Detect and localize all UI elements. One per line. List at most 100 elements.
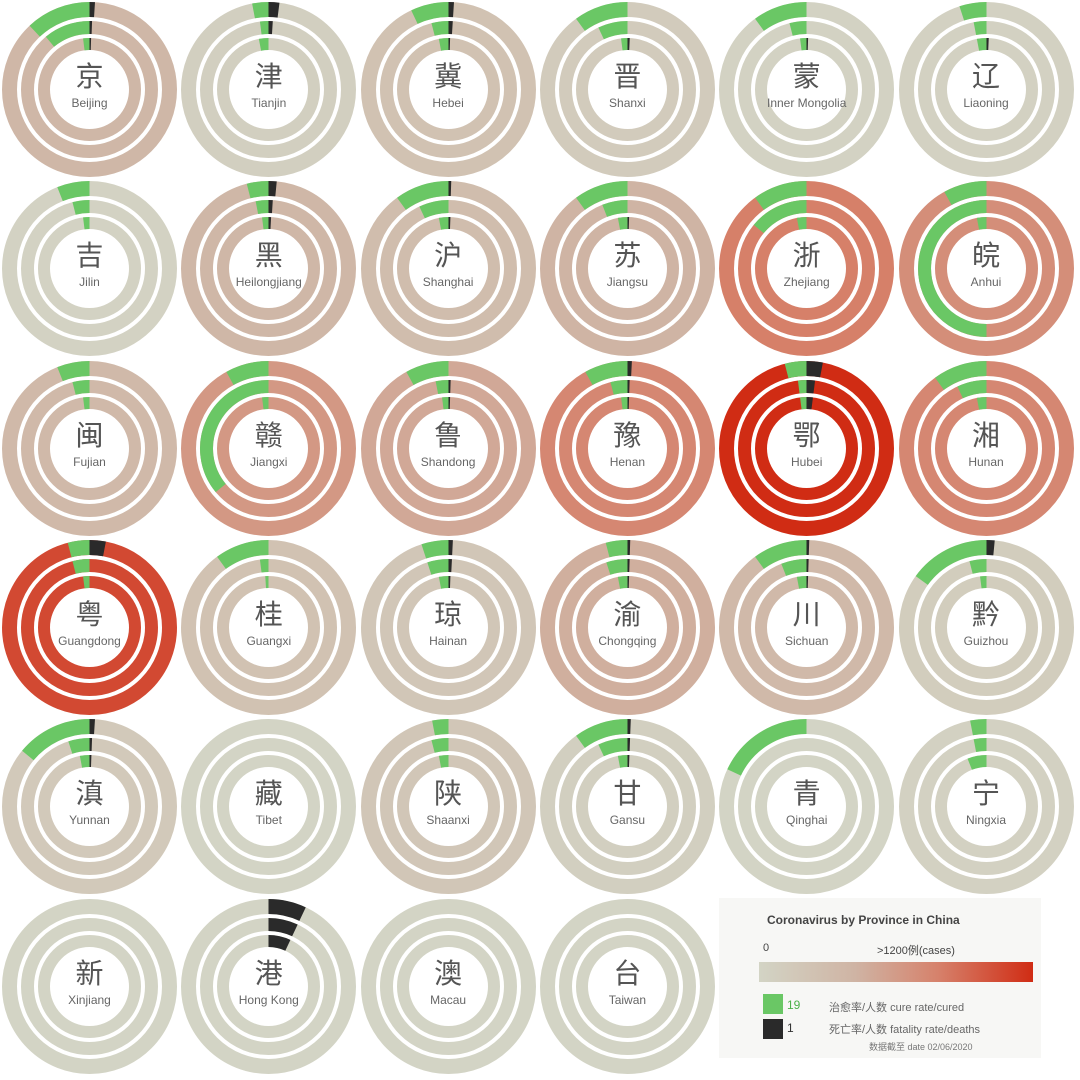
- province-chinese-label: 新: [75, 956, 104, 990]
- province-english-label: Taiwan: [608, 992, 647, 1007]
- province-chinese-label: 沪: [434, 239, 463, 273]
- province-chinese-label: 澳: [434, 956, 463, 990]
- ring-1-cured-arc: [958, 2, 987, 21]
- province-english-label: Shanghai: [422, 275, 474, 290]
- deaths-legend-label: 死亡率/人数 fatality rate/deaths: [829, 1024, 980, 1036]
- ring-1-cured-arc: [247, 181, 270, 199]
- ring-1-deaths-arc: [268, 1, 280, 18]
- ring-3-cured-arc: [438, 217, 449, 231]
- ring-1-cured-arc: [943, 181, 987, 206]
- ring-2-cured-arc: [602, 200, 628, 218]
- province-chinese-label: 青: [792, 777, 821, 811]
- province-rings: [2, 360, 177, 536]
- province-english-label: Beijing: [71, 96, 108, 110]
- province-fujian: 闽 Fujian: [0, 359, 179, 538]
- province-english-label: Sichuan: [785, 633, 829, 648]
- province-rings: [181, 360, 357, 536]
- province-chinese-label: 鲁: [434, 418, 463, 452]
- ring-1-deaths-arc: [89, 539, 106, 557]
- province-english-label: Liaoning: [963, 96, 1009, 110]
- ring-3-cured-arc: [617, 217, 628, 231]
- province-english-label: Jiangsu: [606, 275, 649, 290]
- ring-2-cured-arc: [606, 558, 628, 575]
- province-chinese-label: 琼: [434, 597, 463, 631]
- ring-1-cured-arc: [585, 360, 628, 385]
- province-rings: [898, 181, 1074, 357]
- province-chinese-label: 港: [254, 956, 283, 990]
- province-chinese-label: 皖: [971, 239, 1000, 273]
- ring-2-cured-arc: [45, 21, 90, 47]
- province-rings: [898, 360, 1074, 536]
- ring-1-deaths-arc: [268, 898, 307, 921]
- province-guizhou: 黔 Guizhou: [897, 538, 1076, 717]
- ring-1-cured-arc: [755, 2, 807, 32]
- province-shanxi: 晋 Shanxi: [538, 0, 717, 179]
- ring-1-cured-arc: [575, 2, 628, 32]
- province-chinese-label: 滇: [75, 777, 104, 811]
- province-rings: [539, 2, 715, 177]
- ring-3-base: [755, 755, 859, 859]
- province-jiangxi: 赣 Jiangxi: [179, 359, 358, 538]
- province-rings: [539, 539, 715, 715]
- province-english-label: Henan: [609, 454, 646, 469]
- ring-3-base: [575, 934, 679, 1038]
- ring-2-cured-arc: [789, 21, 807, 36]
- color-scale-bar: [759, 962, 1033, 982]
- ring-2-base: [200, 738, 338, 876]
- ring-1-cured-arc: [755, 539, 807, 569]
- ring-2-cured-arc: [68, 738, 90, 754]
- province-rings: [181, 719, 357, 895]
- ring-3-deaths-arc: [268, 934, 291, 951]
- province-english-label: Heilongjiang: [235, 275, 302, 290]
- ring-1-deaths-arc: [806, 360, 824, 377]
- province-rings: [360, 360, 536, 536]
- province-english-label: Jiangxi: [250, 454, 288, 469]
- ring-2-cured-arc: [917, 200, 987, 338]
- cured-legend-label: 治愈率/人数 cure rate/cured: [829, 1002, 965, 1014]
- province-chinese-label: 苏: [613, 239, 642, 273]
- ring-2-cured-arc: [598, 21, 628, 40]
- ring-2-cured-arc: [255, 200, 269, 215]
- ring-2-cured-arc: [200, 379, 269, 492]
- ring-2-deaths-arc: [268, 917, 298, 936]
- ring-3-cured-arc: [259, 38, 269, 51]
- ring-2-cured-arc: [426, 558, 449, 575]
- ring-1-cured-arc: [410, 2, 449, 25]
- province-beijing: 京 Beijing: [0, 0, 179, 179]
- province-macau: 澳 Macau: [359, 897, 538, 1076]
- ring-1-cured-arc: [727, 719, 807, 777]
- ring-2-cured-arc: [973, 738, 987, 753]
- province-rings: [719, 2, 895, 177]
- ring-2-base: [558, 917, 696, 1055]
- ring-1-cured-arc: [421, 539, 449, 559]
- ring-1-cured-arc: [29, 2, 90, 37]
- ring-2-cured-arc: [956, 379, 987, 398]
- province-hubei: 鄂 Hubei: [717, 359, 896, 538]
- ring-3-cured-arc: [976, 38, 987, 51]
- province-sichuan: 川 Sichuan: [717, 538, 896, 717]
- ring-1-cured-arc: [605, 539, 628, 558]
- province-rings: [2, 719, 177, 895]
- province-english-label: Zhejiang: [783, 275, 830, 290]
- ring-2-base: [21, 917, 158, 1055]
- province-henan: 豫 Henan: [538, 359, 717, 538]
- ring-1-cured-arc: [22, 719, 90, 761]
- province-chinese-label: 宁: [971, 777, 1000, 811]
- ring-1-cured-arc: [396, 181, 449, 211]
- province-rings: [181, 898, 357, 1074]
- ring-1-cured-arc: [57, 360, 90, 381]
- province-chinese-label: 渝: [613, 597, 642, 631]
- province-hunan: 湘 Hunan: [897, 359, 1076, 538]
- ring-1-cured-arc: [431, 719, 449, 736]
- province-english-label: Jilin: [79, 275, 100, 290]
- province-rings: [2, 539, 177, 715]
- province-xinjiang: 新 Xinjiang: [0, 897, 179, 1076]
- province-rings: [181, 181, 357, 357]
- province-rings: [898, 539, 1074, 715]
- ring-3-cured-arc: [617, 755, 628, 768]
- province-guangxi: 桂 Guangxi: [179, 538, 358, 717]
- province-rings: [539, 898, 715, 1074]
- ring-3-cured-arc: [438, 38, 449, 51]
- province-rings: [719, 181, 895, 357]
- ring-1-cured-arc: [934, 360, 987, 390]
